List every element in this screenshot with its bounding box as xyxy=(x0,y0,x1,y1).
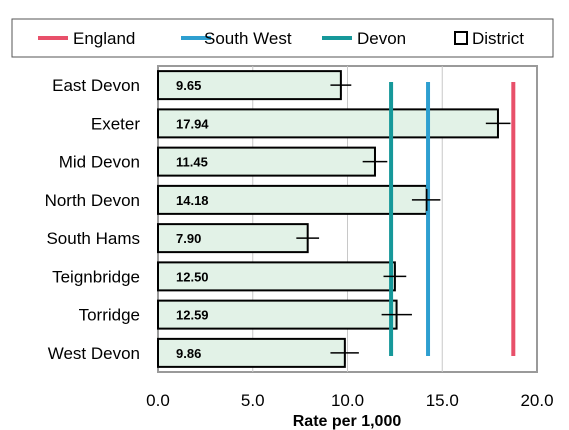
x-tick-label: 15.0 xyxy=(426,391,459,410)
x-tick-label: 5.0 xyxy=(241,391,265,410)
legend-label-district: District xyxy=(472,29,524,48)
bar xyxy=(157,261,396,292)
reference-lines xyxy=(389,82,516,356)
category-label: East Devon xyxy=(52,76,140,95)
error-bar xyxy=(330,341,359,364)
error-bar xyxy=(330,74,352,97)
legend-label-south-west: South West xyxy=(204,29,292,48)
category-labels: East Devon Exeter Mid Devon North Devon Sout… xyxy=(45,76,141,363)
error-bars xyxy=(296,74,511,364)
bar-value-label: 12.50 xyxy=(176,269,209,284)
x-tick-labels: 0.0 5.0 10.0 15.0 20.0 xyxy=(146,391,553,410)
legend-label-england: England xyxy=(73,29,135,48)
bar xyxy=(157,184,428,215)
error-bar xyxy=(485,112,511,135)
bar-value-label: 14.18 xyxy=(176,193,209,208)
bar xyxy=(157,108,499,139)
error-bar xyxy=(383,265,407,288)
legend-swatch-district xyxy=(454,31,468,45)
legend-label-devon: Devon xyxy=(357,29,406,48)
category-label: Torridge xyxy=(79,306,140,325)
bar-value-label: 11.45 xyxy=(176,155,208,170)
category-label: Exeter xyxy=(91,114,140,133)
error-bar xyxy=(362,150,388,173)
legend: England South West Devon District xyxy=(11,18,554,58)
bar-value-label: 12.59 xyxy=(176,308,209,323)
error-bar xyxy=(411,188,441,211)
category-label: Teignbridge xyxy=(52,267,140,286)
bar xyxy=(157,299,398,330)
x-axis-title: Rate per 1,000 xyxy=(293,413,402,430)
x-tick-label: 10.0 xyxy=(331,391,364,410)
category-label: South Hams xyxy=(46,229,140,248)
bar-value-label: 9.65 xyxy=(176,78,201,93)
category-label: West Devon xyxy=(48,344,140,363)
x-tick-label: 0.0 xyxy=(146,391,170,410)
bar-value-label: 7.90 xyxy=(176,231,201,246)
error-bar xyxy=(296,227,320,250)
bar-value-label: 9.86 xyxy=(176,346,201,361)
category-label: Mid Devon xyxy=(59,153,140,172)
bar-value-label: 17.94 xyxy=(176,116,209,131)
x-tick-label: 20.0 xyxy=(520,391,553,410)
error-bar xyxy=(381,303,412,326)
category-label: North Devon xyxy=(45,191,140,210)
